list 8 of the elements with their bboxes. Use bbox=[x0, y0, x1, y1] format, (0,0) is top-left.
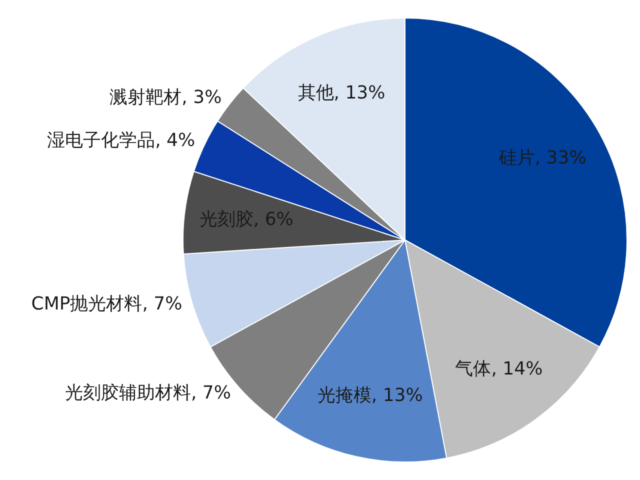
slice-label: 湿电子化学品, 4% bbox=[47, 130, 196, 152]
slice-label: 光刻胶辅助材料, 7% bbox=[64, 382, 231, 404]
slice-label: 光掩模, 13% bbox=[317, 384, 423, 406]
slice-label: 气体, 14% bbox=[455, 358, 543, 380]
slice-label: 硅片, 33% bbox=[498, 148, 586, 169]
slice-label: CMP抛光材料, 7% bbox=[31, 294, 182, 315]
slice-label: 其他, 13% bbox=[298, 82, 386, 104]
slice-label: 溅射靶材, 3% bbox=[110, 86, 222, 108]
